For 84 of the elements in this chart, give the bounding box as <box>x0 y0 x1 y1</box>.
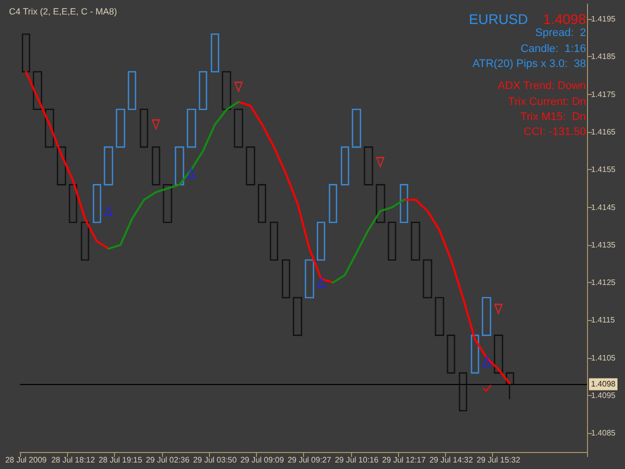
x-tick-label: 28 Jul 19:15 <box>98 456 143 464</box>
candlestick <box>340 146 350 186</box>
x-tick-label: 29 Jul 03:50 <box>193 456 238 464</box>
candlestick <box>246 146 256 186</box>
candlestick <box>292 296 302 336</box>
point <box>104 206 113 216</box>
ref-line-label: 1.4098 <box>591 380 616 389</box>
y-tick-label: 1.4115 <box>591 316 616 325</box>
candlestick <box>446 334 456 374</box>
annotation: ATR(20) Pips x 3.0: 38 <box>472 58 586 70</box>
chart-title: C4 Trix (2, E,E,E, C - MA8) <box>9 6 118 16</box>
x-tick-label: 29 Jul 09:27 <box>288 456 332 464</box>
candlestick <box>352 108 362 148</box>
candlestick <box>186 108 196 148</box>
x-tick-label: 29 Jul 02:36 <box>146 456 190 464</box>
candlestick <box>56 146 66 186</box>
y-tick-label: 1.4185 <box>591 52 616 62</box>
candlestick <box>494 334 504 374</box>
point <box>152 119 160 130</box>
y-tick-label: 1.4135 <box>591 240 616 250</box>
candlestick <box>328 184 338 224</box>
y-tick-label: 1.4085 <box>591 428 616 438</box>
candlestick <box>458 372 468 412</box>
candlestick <box>282 259 290 298</box>
annotation: Trix Current: Dn <box>508 96 586 108</box>
y-tick-label: 1.4175 <box>591 90 616 99</box>
candlestick <box>80 222 90 261</box>
y-tick-label: 1.4145 <box>591 202 616 212</box>
y-tick-label: 1.4105 <box>591 353 616 362</box>
candlestick <box>116 108 126 148</box>
candlestick <box>434 296 444 336</box>
candlestick <box>140 108 148 148</box>
annotation: Spread: 2 <box>535 27 586 39</box>
candlestick <box>198 71 208 110</box>
candlestick <box>32 71 42 110</box>
y-tick-label: 1.4195 <box>591 14 616 24</box>
candlestick <box>128 71 136 110</box>
candlestick <box>152 146 160 186</box>
annotation: 1.4098 <box>543 11 586 27</box>
candlestick <box>506 372 514 400</box>
x-tick-label: 29 Jul 12:17 <box>382 456 426 464</box>
point <box>187 168 196 179</box>
point <box>234 82 243 92</box>
x-tick-label: 29 Jul 09:09 <box>240 456 284 464</box>
candlestick <box>222 71 232 110</box>
annotation: CCI: -131.50 <box>524 126 586 138</box>
candlestick <box>388 222 396 261</box>
y-tick-label: 1.4155 <box>591 165 616 174</box>
point <box>482 356 491 367</box>
candlestick <box>68 184 78 224</box>
x-tick-label: 29 Jul 10:16 <box>334 456 379 464</box>
x-tick-label: 28 Jul 18:12 <box>51 456 96 464</box>
annotation: Trix M15: Dn <box>520 111 586 123</box>
candlestick <box>258 184 266 224</box>
y-tick-label: 1.4125 <box>591 278 616 288</box>
candlestick <box>410 222 420 261</box>
candlestick <box>44 108 54 148</box>
candlestick <box>104 146 114 186</box>
candlestick <box>270 222 278 261</box>
x-tick-label: 29 Jul 15:32 <box>476 456 521 464</box>
candlestick <box>400 184 408 224</box>
annotation: ADX Trend: Down <box>498 80 586 92</box>
y-tick-label: 1.4095 <box>591 391 616 400</box>
x-tick-label: 28 Jul 2009 <box>5 456 48 464</box>
candlestick <box>92 184 102 224</box>
candlestick <box>162 184 172 224</box>
y-tick-label: 1.4165 <box>591 128 616 136</box>
point <box>494 304 503 314</box>
point <box>317 277 326 288</box>
candlestick <box>316 222 326 261</box>
annotation: Candle: 1:16 <box>520 43 586 55</box>
point <box>376 157 384 168</box>
candlestick <box>376 184 386 224</box>
candlestick <box>210 33 220 72</box>
candlestick <box>174 146 184 186</box>
candlestick <box>364 146 374 186</box>
candlestick <box>22 33 30 72</box>
candlestick <box>422 259 432 298</box>
candlestick <box>304 259 314 298</box>
annotation: EURUSD <box>468 11 528 27</box>
candlestick <box>482 296 492 336</box>
x-tick-label: 29 Jul 14:32 <box>429 456 474 464</box>
candlestick <box>234 108 244 148</box>
candlestick <box>470 334 480 374</box>
